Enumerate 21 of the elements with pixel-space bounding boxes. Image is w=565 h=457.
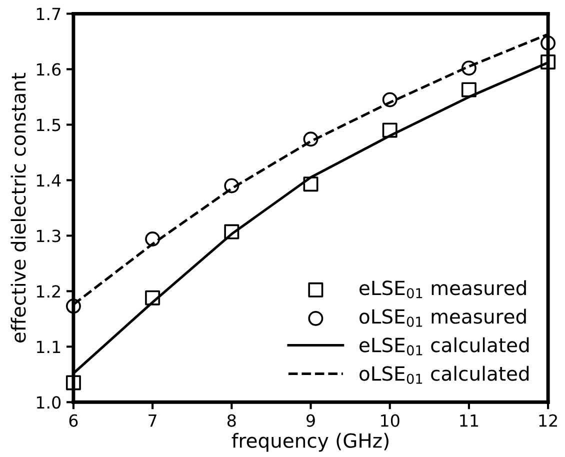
x-tick-label: 9	[306, 414, 315, 427]
x-tick-label: 7	[148, 414, 156, 427]
y-tick-label: 1.5	[36, 118, 60, 132]
y-tick-label: 1.7	[36, 8, 60, 20]
y-tick-label: 1.3	[36, 230, 60, 242]
x-tick-label: 12	[539, 414, 557, 427]
x-tick-label: 6	[69, 414, 78, 427]
x-tick-label: 8	[227, 414, 236, 427]
legend-label: eLSE$_{01}$ measured	[360, 280, 526, 298]
y-tick-label: 1.1	[36, 340, 60, 353]
legend-label: oLSE$_{01}$ calculated	[360, 366, 529, 384]
y-tick-label: 1.0	[36, 396, 61, 409]
y-axis-title: effective dielectric constant	[10, 72, 26, 342]
legend-label: eLSE$_{01}$ calculated	[360, 337, 529, 356]
y-tick-label: 1.6	[36, 63, 61, 76]
y-tick-label: 1.4	[36, 174, 61, 187]
y-tick-label: 1.2	[36, 285, 60, 298]
x-axis-title: frequency (GHz)	[232, 432, 388, 452]
x-tick-label: 10	[381, 414, 400, 427]
legend-label: oLSE$_{01}$ measured	[360, 308, 526, 327]
x-tick-label: 11	[460, 414, 478, 427]
